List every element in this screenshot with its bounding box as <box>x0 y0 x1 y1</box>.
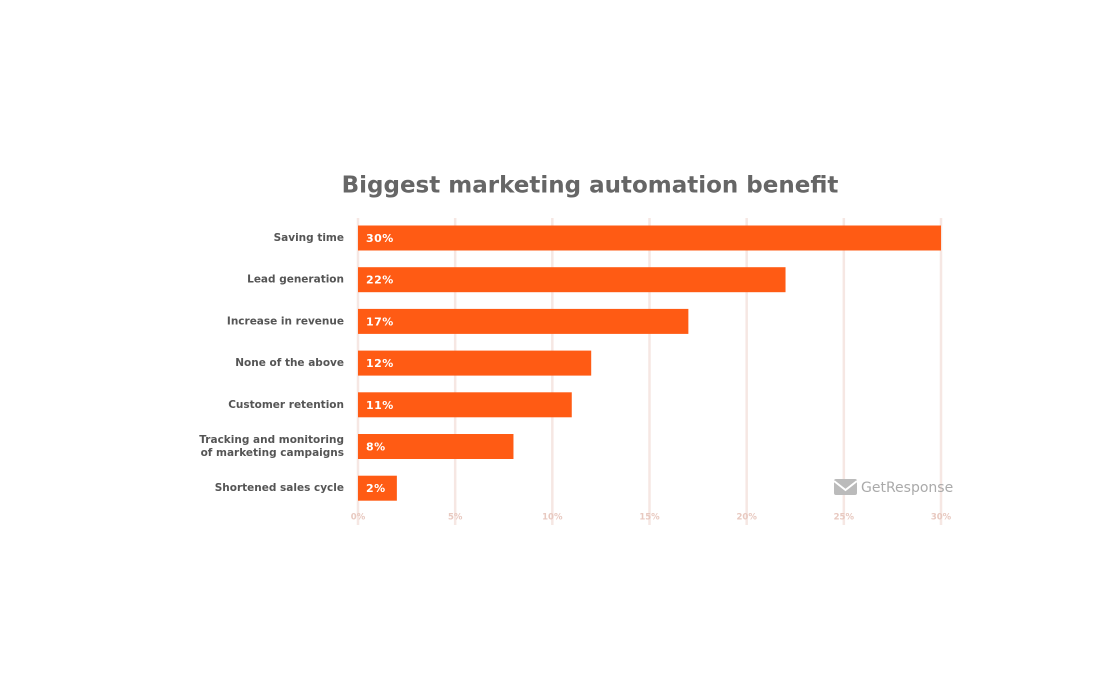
x-tick-label: 15% <box>639 513 660 523</box>
y-tick-label: Customer retention <box>228 399 344 411</box>
x-tick-label: 5% <box>448 513 463 523</box>
bar <box>358 475 397 501</box>
y-tick-label: Tracking and monitoring of marketing camp… <box>199 434 344 459</box>
logo-icon-flap <box>833 480 858 492</box>
logo-icon <box>834 479 857 495</box>
value-label: 12% <box>366 357 394 370</box>
bar <box>358 225 941 251</box>
value-label: 8% <box>366 441 386 454</box>
bar <box>358 434 514 459</box>
x-tick-label: 0% <box>351 513 366 523</box>
bar <box>358 350 592 376</box>
y-tick-label: Lead generation <box>247 274 344 286</box>
y-tick-label: None of the above <box>235 357 344 369</box>
value-label: 11% <box>366 399 394 412</box>
y-tick-label: Shortened sales cycle <box>215 482 344 494</box>
x-tick-label: 25% <box>834 513 855 523</box>
bar <box>358 267 786 293</box>
logo: GetResponse <box>833 479 953 496</box>
value-label: 22% <box>366 274 394 287</box>
y-tick-label: Saving time <box>274 232 344 244</box>
x-tick-label: 10% <box>542 513 563 523</box>
bar <box>358 392 572 418</box>
bar <box>358 308 689 334</box>
value-label: 17% <box>366 315 394 328</box>
logo-text: GetResponse <box>861 480 953 496</box>
y-tick-label: Increase in revenue <box>227 315 344 327</box>
x-tick-label: 30% <box>931 513 952 523</box>
chart-title: Biggest marketing automation benefit <box>342 173 839 199</box>
x-tick-label: 20% <box>736 513 757 523</box>
value-label: 2% <box>366 482 386 495</box>
value-label: 30% <box>366 232 394 245</box>
